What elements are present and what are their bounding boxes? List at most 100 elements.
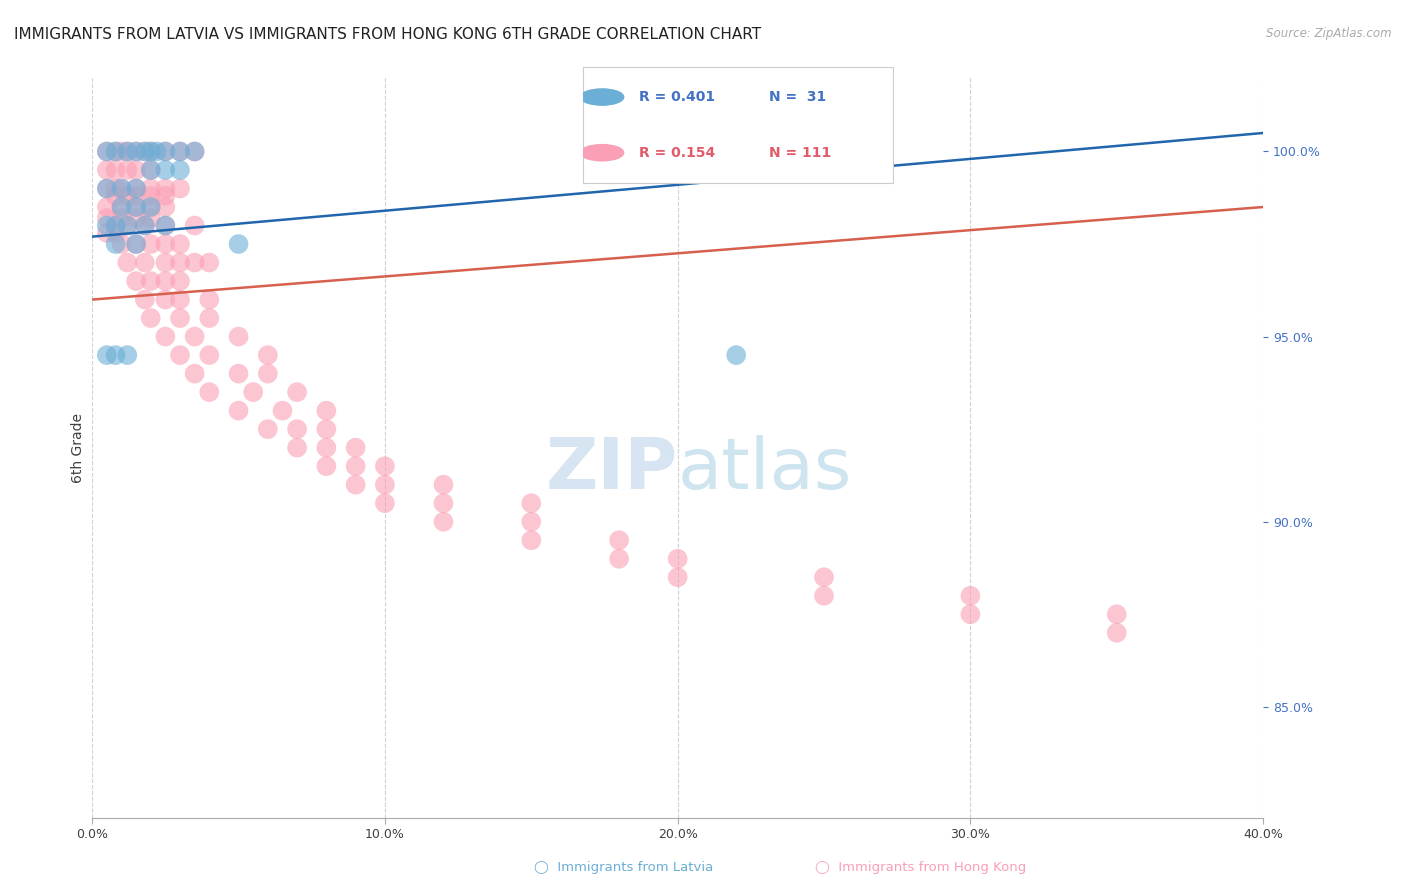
Point bbox=[256, 348, 278, 362]
Point bbox=[344, 441, 367, 455]
Point bbox=[110, 211, 132, 226]
Point bbox=[155, 200, 177, 214]
Point bbox=[139, 311, 162, 326]
Text: ◯  Immigrants from Hong Kong: ◯ Immigrants from Hong Kong bbox=[815, 861, 1026, 874]
Point bbox=[959, 589, 981, 603]
Point bbox=[117, 348, 139, 362]
Point bbox=[155, 237, 177, 252]
Point bbox=[155, 255, 177, 269]
Text: N = 111: N = 111 bbox=[769, 145, 831, 160]
Point bbox=[139, 163, 162, 178]
Y-axis label: 6th Grade: 6th Grade bbox=[72, 413, 86, 483]
Point bbox=[104, 226, 127, 240]
Point bbox=[169, 274, 191, 288]
Point bbox=[520, 533, 543, 548]
Point bbox=[139, 211, 162, 226]
Point bbox=[125, 200, 148, 214]
Point bbox=[520, 515, 543, 529]
Point bbox=[96, 226, 118, 240]
Point bbox=[666, 570, 689, 584]
Point bbox=[315, 441, 337, 455]
Point bbox=[139, 200, 162, 214]
Point bbox=[117, 163, 139, 178]
Point bbox=[183, 329, 205, 343]
Point bbox=[125, 189, 148, 203]
Point bbox=[139, 145, 162, 159]
Point bbox=[183, 145, 205, 159]
Point bbox=[155, 219, 177, 233]
Point bbox=[117, 219, 139, 233]
Point bbox=[110, 200, 132, 214]
Point bbox=[315, 403, 337, 417]
Text: Source: ZipAtlas.com: Source: ZipAtlas.com bbox=[1267, 27, 1392, 40]
Point bbox=[125, 181, 148, 195]
Point bbox=[96, 181, 118, 195]
Point bbox=[104, 237, 127, 252]
Point bbox=[1105, 625, 1128, 640]
Point bbox=[96, 219, 118, 233]
Point bbox=[271, 403, 294, 417]
Point bbox=[169, 348, 191, 362]
Point bbox=[125, 145, 148, 159]
Point bbox=[607, 551, 630, 566]
Text: N =  31: N = 31 bbox=[769, 90, 827, 104]
Point bbox=[96, 145, 118, 159]
Point bbox=[96, 181, 118, 195]
Point bbox=[169, 181, 191, 195]
Point bbox=[155, 181, 177, 195]
Point bbox=[125, 181, 148, 195]
Point bbox=[139, 189, 162, 203]
Point bbox=[104, 181, 127, 195]
Point bbox=[169, 163, 191, 178]
Point bbox=[134, 255, 156, 269]
Point bbox=[117, 145, 139, 159]
Point bbox=[169, 145, 191, 159]
Point bbox=[432, 496, 454, 510]
Point bbox=[104, 348, 127, 362]
Point bbox=[285, 441, 308, 455]
Point bbox=[104, 163, 127, 178]
Point bbox=[169, 145, 191, 159]
Circle shape bbox=[581, 89, 624, 105]
Point bbox=[607, 533, 630, 548]
Point bbox=[228, 329, 250, 343]
Point bbox=[198, 385, 221, 400]
Point bbox=[169, 311, 191, 326]
Point bbox=[134, 219, 156, 233]
Text: R = 0.154: R = 0.154 bbox=[640, 145, 716, 160]
Point bbox=[125, 163, 148, 178]
Point bbox=[242, 385, 264, 400]
Point bbox=[198, 255, 221, 269]
Point bbox=[139, 181, 162, 195]
Point bbox=[139, 145, 162, 159]
Point bbox=[117, 255, 139, 269]
Point bbox=[110, 181, 132, 195]
Point bbox=[117, 219, 139, 233]
Point bbox=[134, 145, 156, 159]
Point bbox=[96, 200, 118, 214]
Text: IMMIGRANTS FROM LATVIA VS IMMIGRANTS FROM HONG KONG 6TH GRADE CORRELATION CHART: IMMIGRANTS FROM LATVIA VS IMMIGRANTS FRO… bbox=[14, 27, 761, 42]
Point bbox=[432, 515, 454, 529]
Point bbox=[104, 219, 127, 233]
Point bbox=[169, 255, 191, 269]
Point bbox=[139, 200, 162, 214]
Point bbox=[134, 219, 156, 233]
Point bbox=[155, 189, 177, 203]
Point bbox=[256, 422, 278, 436]
Point bbox=[125, 237, 148, 252]
Point bbox=[125, 145, 148, 159]
Point bbox=[104, 189, 127, 203]
Point bbox=[813, 570, 835, 584]
Point bbox=[374, 496, 396, 510]
Point bbox=[520, 496, 543, 510]
Point bbox=[315, 459, 337, 474]
Point bbox=[228, 237, 250, 252]
Point bbox=[117, 145, 139, 159]
Point bbox=[155, 219, 177, 233]
Point bbox=[959, 607, 981, 622]
Point bbox=[139, 163, 162, 178]
Point bbox=[110, 237, 132, 252]
Point bbox=[139, 237, 162, 252]
Point bbox=[96, 348, 118, 362]
Point bbox=[155, 163, 177, 178]
